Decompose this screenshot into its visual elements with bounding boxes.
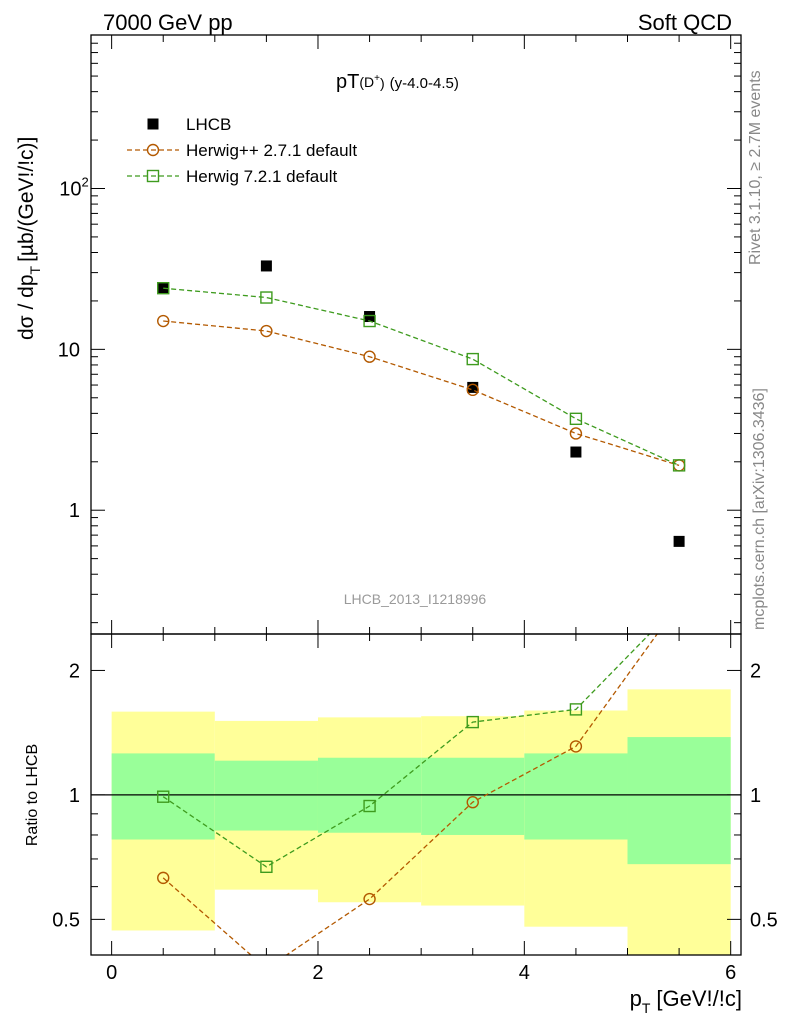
top-ylabel-main: dσ / dp (15, 274, 38, 340)
top-point-s0-3 (467, 381, 479, 393)
bottom-xtick-label-2: 4 (519, 962, 530, 984)
top-point-s0-4 (570, 446, 582, 458)
bottom-xlabel-sub: T (642, 1000, 651, 1016)
mcplots-label: mcplots.cern.ch [arXiv:1306.3436] (751, 388, 768, 630)
top-ylabel-units: [µb/(GeV!/!c)] (15, 137, 38, 262)
top-point-s2-1 (260, 291, 273, 304)
top-series-line-1 (163, 320, 680, 467)
title-close: ) (380, 75, 385, 91)
top-point-s2-5 (672, 459, 686, 472)
ratio-point-s1-2 (363, 799, 376, 813)
uncertainty-band-green-0 (111, 753, 215, 840)
bottom-ytick-label-left-0: 0.5 (52, 909, 80, 931)
title-sup: + (374, 73, 380, 84)
bottom-xtick-label-1: 2 (312, 962, 323, 984)
header-right: Soft QCD (638, 10, 732, 35)
top-ylabel-sub: T (27, 265, 43, 274)
top-point-s1-0 (157, 314, 170, 328)
top-point-s1-2 (363, 350, 376, 363)
top-point-s0-1 (260, 260, 272, 272)
top-plot-area (157, 260, 686, 547)
ratio-plot-area (91, 634, 741, 955)
top-series-line-2 (163, 287, 680, 466)
top-point-s1-3 (466, 383, 479, 397)
legend-label-1: Herwig++ 2.7.1 default (186, 141, 357, 160)
top-ytick-label-1: 10 (58, 339, 80, 361)
top-point-s1-4 (569, 427, 583, 440)
legend-marker-0 (147, 118, 159, 130)
title-main: pT (336, 71, 359, 93)
bottom-xlabel-units: [GeV!/!c] (656, 986, 742, 1011)
bottom-ytick-label-left-1: 1 (69, 785, 80, 807)
top-ytick-label-2: 102 (59, 174, 88, 200)
plot-title: pT(D+) (y-4.0-4.5) (336, 71, 459, 93)
ratio-series-line-0 (162, 634, 658, 955)
bottom-ylabel: Ratio to LHCB (24, 744, 41, 846)
legend-marker-1 (146, 143, 160, 157)
top-point-s2-0 (157, 281, 170, 295)
ratio-point-s1-3 (466, 715, 479, 729)
title-sub: (D (359, 74, 374, 90)
bottom-xlabel-main: p (630, 986, 642, 1011)
uncertainty-band-green-5 (627, 737, 731, 865)
top-point-s2-2 (363, 314, 376, 328)
uncertainty-band-green-4 (524, 753, 628, 840)
legend-marker-2 (146, 169, 160, 183)
bottom-ytick-label-left-2: 2 (69, 660, 80, 682)
ratio-point-s1-4 (569, 703, 583, 716)
legend-label-2: Herwig 7.2.1 default (186, 167, 337, 186)
top-ylabel: dσ / dpT [µb/(GeV!/!c)] (15, 137, 43, 340)
ratio-point-s0-4 (569, 740, 583, 753)
ratio-series-line-1 (162, 634, 651, 868)
bottom-xtick-label-0: 0 (106, 962, 117, 984)
bottom-ytick-label-right-1: 1 (750, 785, 761, 807)
bottom-xtick-label-3: 6 (725, 962, 736, 984)
top-point-s0-2 (364, 311, 376, 323)
bottom-ytick-label-right-2: 2 (750, 660, 761, 682)
top-point-s0-5 (673, 535, 685, 547)
top-ytick-label-0: 1 (69, 500, 80, 522)
top-point-s1-1 (260, 324, 273, 338)
uncertainty-band-green-1 (214, 760, 318, 831)
ratio-point-s1-0 (157, 790, 170, 803)
ratio-point-s1-1 (260, 860, 273, 874)
rivet-label: Rivet 3.1.10, ≥ 2.7M events (747, 70, 764, 265)
legend-label-0: LHCB (186, 115, 231, 134)
title-rest: (y-4.0-4.5) (390, 75, 459, 92)
bottom-ytick-label-right-0: 0.5 (750, 909, 778, 931)
ratio-point-s0-3 (466, 796, 479, 809)
top-point-s2-3 (466, 352, 479, 366)
analysis-watermark: LHCB_2013_I1218996 (344, 591, 487, 607)
chart-layer: 1 10 102 0 2 4 6 0.5 0.5 1 1 2 2 LHCB Herwig++ 2.7.1 d… (52, 34, 778, 984)
top-point-s2-4 (569, 412, 583, 426)
bottom-xlabel: pT [GeV!/!c] (630, 986, 742, 1016)
header-left: 7000 GeV pp (103, 10, 233, 35)
ratio-point-s0-2 (363, 892, 376, 906)
ratio-point-s0-0 (157, 871, 170, 885)
